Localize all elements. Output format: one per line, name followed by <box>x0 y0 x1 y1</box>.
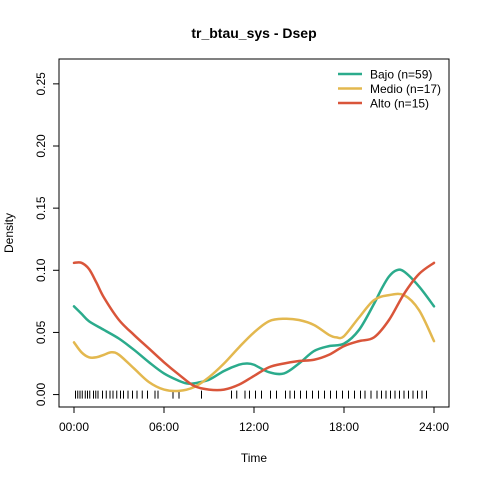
legend-label-medio: Medio (n=17) <box>370 82 441 96</box>
x-tick-label: 24:00 <box>419 420 449 434</box>
y-axis: 0.00 0.05 0.10 0.15 0.20 0.25 <box>34 72 60 407</box>
y-tick-label: 0.10 <box>34 258 48 282</box>
legend: Bajo (n=59)Medio (n=17)Alto (n=15) <box>338 68 441 111</box>
series-line-medio <box>72 292 436 393</box>
legend-label-alto: Alto (n=15) <box>370 97 429 111</box>
x-axis-label: Time <box>241 451 268 465</box>
x-axis: 00:00 06:00 12:00 18:00 24:00 <box>59 406 449 434</box>
x-tick-label: 06:00 <box>149 420 179 434</box>
x-tick-label: 12:00 <box>239 420 269 434</box>
x-tick-label: 00:00 <box>59 420 89 434</box>
rug <box>75 390 427 399</box>
chart-title: tr_btau_sys - Dsep <box>191 25 316 41</box>
legend-label-bajo: Bajo (n=59) <box>370 68 432 82</box>
y-tick-label: 0.05 <box>34 320 48 344</box>
y-tick-label: 0.25 <box>34 72 48 96</box>
series-lines <box>72 261 436 393</box>
y-tick-label: 0.15 <box>34 196 48 220</box>
series-line-alto <box>72 261 436 392</box>
series-line-bajo <box>72 268 436 386</box>
y-tick-label: 0.20 <box>34 134 48 158</box>
y-tick-label: 0.00 <box>34 383 48 407</box>
y-axis-label: Density <box>2 213 16 253</box>
x-tick-label: 18:00 <box>329 420 359 434</box>
